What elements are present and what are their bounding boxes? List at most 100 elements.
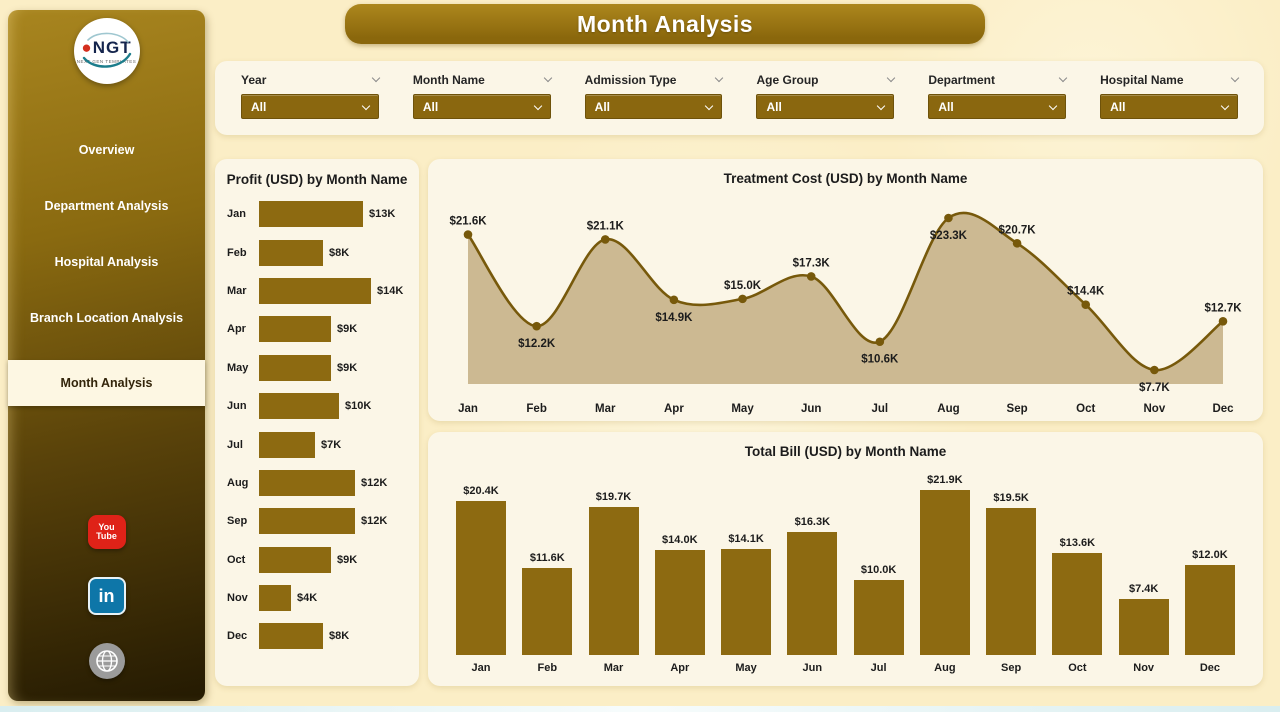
profit-bar[interactable]	[259, 354, 331, 381]
bill-column: $21.9K Aug	[916, 474, 974, 676]
filter-month-name-header[interactable]: Month Name	[413, 73, 552, 87]
filter-hospital-name-dropdown[interactable]: All	[1100, 94, 1238, 119]
treatment-point[interactable]	[1150, 365, 1159, 375]
profit-bar[interactable]	[259, 508, 355, 535]
treatment-line	[466, 211, 1224, 372]
profit-bar[interactable]	[259, 239, 323, 266]
sidebar-item-branch-location-analysis[interactable]: Branch Location Analysis	[29, 311, 184, 325]
category-label: Sep	[1001, 662, 1022, 674]
bill-bar[interactable]	[853, 579, 904, 655]
bill-bar[interactable]	[787, 532, 838, 655]
category-label: May	[227, 361, 249, 374]
sidebar-item-department-analysis[interactable]: Department Analysis	[44, 199, 169, 213]
filter-month-name-dropdown[interactable]: All	[412, 94, 551, 119]
treatment-point[interactable]	[1081, 300, 1091, 310]
filter-age-group-header[interactable]: Age Group	[756, 73, 896, 87]
category-label: Mar	[603, 662, 624, 674]
filter-age-group-dropdown[interactable]: All	[756, 94, 895, 119]
category-label: Dec	[1212, 403, 1234, 415]
value-label: $19.5K	[993, 492, 1029, 505]
filter-department: Department All	[928, 73, 1068, 135]
linkedin-icon[interactable]: in	[87, 577, 126, 615]
category-label: Feb	[227, 246, 247, 259]
value-label: $9K	[337, 323, 358, 336]
bill-bar[interactable]	[986, 508, 1037, 655]
treatment-point[interactable]	[1012, 239, 1022, 248]
profit-bar[interactable]	[259, 585, 291, 612]
value-label: $7.4K	[1128, 583, 1159, 596]
filter-year-header[interactable]: Year	[241, 73, 381, 87]
filter-admission-type-header[interactable]: Admission Type	[585, 73, 724, 87]
sidebar-nav: Overview Department Analysis Hospital An…	[8, 132, 205, 426]
logo-subtext: NEXT GEN TEMPLATES	[76, 59, 137, 64]
category-label: Jun	[801, 403, 821, 415]
value-label: $12.0K	[1192, 548, 1228, 561]
category-label: Oct	[227, 553, 246, 566]
value-label: $11.6K	[529, 551, 565, 564]
bill-column: $10.0K Jul	[850, 564, 908, 676]
profit-bar[interactable]	[259, 546, 331, 573]
chevron-down-icon	[1048, 101, 1058, 110]
sidebar-item-hospital-analysis[interactable]: Hospital Analysis	[54, 255, 159, 269]
category-label: Jul	[872, 403, 889, 415]
profit-row: May $9K	[227, 349, 411, 387]
sidebar-item-overview[interactable]: Overview	[78, 143, 135, 157]
value-label: $9K	[337, 361, 358, 374]
bill-bar[interactable]	[1052, 552, 1103, 655]
profit-bar[interactable]	[259, 431, 315, 458]
profit-bar[interactable]	[259, 623, 323, 650]
profit-bar[interactable]	[259, 201, 363, 228]
bill-bar[interactable]	[721, 548, 772, 655]
filter-department-dropdown[interactable]: All	[928, 94, 1067, 119]
globe-glyph-icon	[95, 650, 118, 672]
profit-bar[interactable]	[259, 316, 331, 343]
filter-label: Hospital Name	[1100, 73, 1184, 87]
profit-bar[interactable]	[259, 393, 339, 420]
filter-hospital-name-header[interactable]: Hospital Name	[1100, 73, 1240, 87]
category-label: May	[735, 662, 757, 674]
bill-bar[interactable]	[1184, 564, 1235, 655]
website-globe-icon[interactable]	[88, 643, 125, 679]
filter-year: Year All	[241, 73, 381, 135]
bill-bar[interactable]	[1118, 599, 1169, 655]
treatment-point[interactable]	[669, 295, 679, 305]
bill-bar[interactable]	[522, 567, 573, 655]
bill-bar[interactable]	[588, 506, 639, 655]
category-label: Apr	[227, 323, 246, 336]
chevron-down-icon	[1220, 101, 1230, 110]
profit-bar[interactable]	[259, 469, 355, 496]
youtube-icon[interactable]: You Tube	[87, 515, 126, 549]
profit-bar[interactable]	[259, 277, 371, 304]
treatment-chart-panel: Treatment Cost (USD) by Month Name $21.6…	[428, 159, 1263, 421]
treatment-point[interactable]	[875, 337, 885, 347]
value-label: $15.0K	[724, 280, 762, 292]
filter-department-header[interactable]: Department	[928, 73, 1068, 87]
category-label: Dec	[227, 630, 248, 643]
filter-year-dropdown[interactable]: All	[241, 94, 379, 119]
category-label: Mar	[595, 403, 616, 415]
category-label: Apr	[664, 403, 684, 415]
category-label: Dec	[1199, 662, 1221, 674]
treatment-point[interactable]	[944, 213, 953, 223]
profit-row: Jul $7K	[227, 425, 411, 463]
value-label: $10.0K	[860, 563, 897, 576]
bill-bar[interactable]	[456, 501, 506, 655]
treatment-point[interactable]	[463, 230, 473, 239]
bill-bar[interactable]	[919, 490, 970, 655]
chevron-down-icon	[543, 73, 552, 83]
value-label: $8K	[329, 246, 350, 259]
profit-chart-title: Profit (USD) by Month Name	[226, 172, 408, 187]
filter-admission-type-dropdown[interactable]: All	[584, 94, 723, 119]
value-label: $10.6K	[861, 354, 899, 366]
filter-age-group: Age Group All	[756, 73, 896, 135]
value-label: $14.0K	[662, 533, 698, 546]
treatment-point[interactable]	[738, 294, 747, 304]
treatment-point[interactable]	[600, 235, 610, 244]
bill-bar[interactable]	[654, 549, 705, 655]
treatment-point[interactable]	[532, 321, 541, 331]
value-label: $20.4K	[463, 485, 499, 498]
treatment-point[interactable]	[806, 272, 816, 281]
sidebar-item-month-analysis[interactable]: Month Analysis	[8, 360, 205, 406]
treatment-point[interactable]	[1218, 316, 1228, 326]
value-label: $21.1K	[587, 220, 625, 232]
